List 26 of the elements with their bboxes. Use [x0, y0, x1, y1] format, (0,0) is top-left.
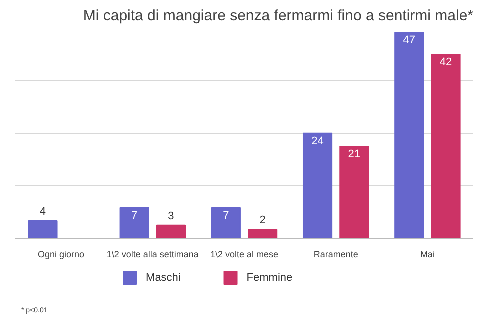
chart-title: Mi capita di mangiare senza fermarmi fino a sentirmi male* [83, 8, 474, 24]
legend-label: Femmine [246, 272, 293, 284]
bar [394, 32, 424, 238]
x-tick-label: 1\2 volte al mese [210, 250, 279, 260]
bar [28, 220, 58, 238]
x-tick-label: Ogni giorno [38, 250, 85, 260]
data-label: 2 [260, 214, 266, 227]
bar [156, 224, 186, 238]
data-label: 4 [40, 206, 46, 218]
bar [431, 54, 461, 238]
data-label: 7 [223, 210, 230, 222]
x-tick-label: Mai [420, 250, 435, 260]
bar [120, 207, 150, 238]
data-label: 42 [440, 56, 452, 68]
bar [211, 207, 241, 238]
bar [248, 229, 278, 238]
x-tick-label: 1\2 volte alla settimana [106, 250, 199, 260]
data-label: 3 [168, 210, 174, 222]
data-label: 47 [403, 34, 416, 47]
x-tick-label: Raramente [314, 250, 358, 260]
data-label: 7 [132, 210, 138, 222]
bar [340, 146, 370, 238]
data-label: 21 [348, 148, 361, 160]
legend-label: Maschi [146, 272, 181, 284]
bar [302, 132, 333, 238]
data-label: 24 [312, 135, 324, 148]
